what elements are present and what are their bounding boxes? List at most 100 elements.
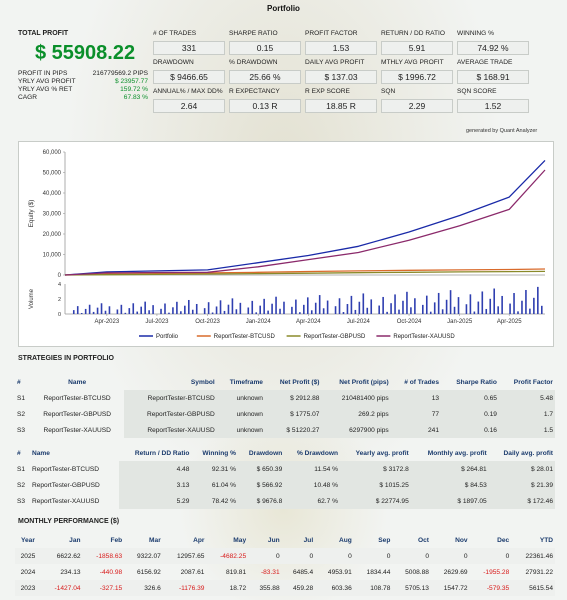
table-cell: 12957.65 — [176, 552, 205, 560]
volume-bar — [485, 308, 488, 314]
table-cell: 4953.91 — [327, 568, 352, 576]
table-cell: ReportTester-GBPUSD — [43, 410, 112, 418]
table-cell: 1.7 — [498, 406, 555, 422]
table-cell: 27931.22 — [525, 568, 553, 576]
volume-bar — [469, 294, 472, 314]
summary-row-label: CAGR — [18, 94, 38, 101]
metric-label: SHARPE RATIO — [229, 30, 278, 37]
volume-axis-label: Volume — [29, 288, 35, 309]
metric-label: MTHLY AVG PROFIT — [381, 59, 444, 66]
column-header: Dec — [497, 536, 510, 544]
volume-bar — [239, 302, 242, 314]
summary-row: YRLY AVG % RET 159.72 % — [18, 86, 148, 93]
table-header-row: # Name Return / DD Ratio Winning % Drawdown%… — [15, 445, 555, 461]
table-cell: 13 — [390, 390, 442, 406]
x-tick-label: Apr-2024 — [296, 319, 321, 325]
table-row: S2 ReportTester-GBPUSD ReportTester-GBPUSD… — [15, 406, 555, 422]
table-cell: 819.81 — [225, 568, 247, 576]
table-cell: ReportTester-XAUUSD — [123, 422, 217, 438]
column-header: Return / DD Ratio — [134, 449, 190, 457]
volume-bar — [525, 289, 527, 314]
series-line-reporttester-xauusd — [64, 169, 546, 276]
volume-bar — [299, 312, 301, 314]
table-cell: 6297900 pips — [321, 422, 391, 438]
volume-bar — [219, 300, 222, 314]
column-header: Jun — [267, 536, 280, 544]
summary-row-value: $ 23957.77 — [114, 78, 148, 85]
volume-bar — [72, 310, 75, 314]
y-tick-label: 30,000 — [43, 212, 62, 218]
y-tick-label: 50,000 — [43, 171, 62, 177]
summary-row-label: PROFIT IN PIPS — [18, 70, 68, 77]
volume-bar — [92, 311, 95, 314]
summary-panel: TOTAL PROFIT $ 55908.22 PROFIT IN PIPS 21… — [18, 30, 148, 101]
metric-label: DAILY AVG PROFIT — [305, 59, 365, 66]
table-cell: $ 650.39 — [238, 461, 285, 477]
page-title: Portfolio — [267, 4, 300, 13]
volume-bar — [76, 306, 79, 314]
volume-bar — [449, 290, 452, 314]
table-row: S3 ReportTester-XAUUSD 5.29 78.42 % $ 9676.8… — [15, 493, 555, 509]
table-cell: 603.36 — [331, 584, 352, 592]
table-cell: 3.13 — [118, 477, 192, 493]
summary-row: YRLY AVG PROFIT $ 23957.77 — [18, 78, 148, 85]
column-header: Daily avg. profit — [503, 449, 553, 457]
volume-bar — [501, 295, 503, 314]
volume-bar — [80, 313, 83, 314]
table-cell: 2025 — [20, 552, 36, 560]
metric-card: DRAWDOWN $ 9466.65 — [153, 59, 229, 84]
table-cell: ReportTester-XAUUSD — [43, 426, 111, 434]
volume-bar — [338, 298, 341, 314]
volume-bar — [223, 310, 226, 314]
metric-card: R EXPECTANCY 0.13 R — [229, 88, 305, 113]
volume-bar — [255, 312, 258, 314]
table-cell: $ 9676.8 — [238, 493, 285, 509]
metric-value: 1.52 — [457, 99, 529, 113]
volume-bar — [259, 305, 261, 314]
volume-bar — [457, 297, 460, 314]
volume-bar — [521, 300, 523, 314]
column-header: # of Trades — [404, 378, 440, 386]
volume-bar — [279, 308, 281, 314]
table-cell: unknown — [216, 406, 265, 422]
volume-bar — [306, 297, 309, 314]
table-cell: 2087.61 — [180, 568, 205, 576]
table-cell: 92.31 % — [191, 461, 239, 477]
total-profit-label: TOTAL PROFIT — [18, 30, 69, 37]
volume-bar — [465, 304, 468, 314]
volume-tick-label: 0 — [58, 312, 61, 318]
metric-label: PROFIT FACTOR — [305, 30, 358, 37]
table-header-row: # Name Symbol Timeframe Net Profit ($) Net Pr… — [15, 374, 555, 390]
metric-value: 5.91 — [381, 41, 453, 55]
y-tick-label: 10,000 — [43, 253, 62, 259]
table-cell: S3 — [17, 426, 26, 434]
metric-card: DAILY AVG PROFIT $ 137.03 — [305, 59, 381, 84]
table-cell: unknown — [216, 422, 265, 438]
metric-value: 2.29 — [381, 99, 453, 113]
total-profit-value: $ 55908.22 — [35, 42, 136, 64]
table-cell: -4682.25 — [220, 552, 247, 560]
table-cell: $ 172.46 — [488, 493, 555, 509]
table-cell: 1834.44 — [366, 568, 391, 576]
volume-bar — [410, 307, 412, 314]
volume-bar — [132, 303, 135, 314]
column-header: Drawdown — [248, 449, 283, 457]
volume-bar — [437, 292, 440, 314]
table-cell: 355.88 — [259, 584, 280, 592]
volume-bar — [128, 308, 131, 314]
volume-bar — [231, 298, 234, 314]
table-cell: 0 — [386, 552, 391, 560]
table-cell: $ 264.81 — [410, 461, 489, 477]
volume-bar — [493, 288, 496, 314]
volume-bar — [533, 297, 535, 314]
table-cell: 0 — [348, 552, 352, 560]
column-header: Apr — [193, 536, 205, 544]
y-tick-label: 0 — [58, 273, 62, 279]
volume-bar — [334, 306, 337, 314]
table-cell: -1176.39 — [178, 584, 205, 592]
metric-label: # OF TRADES — [153, 30, 197, 37]
volume-tick-label: 2 — [58, 297, 61, 303]
volume-bar — [497, 306, 499, 314]
column-header: Monthly avg. profit — [427, 449, 487, 457]
volume-bar — [433, 302, 436, 314]
